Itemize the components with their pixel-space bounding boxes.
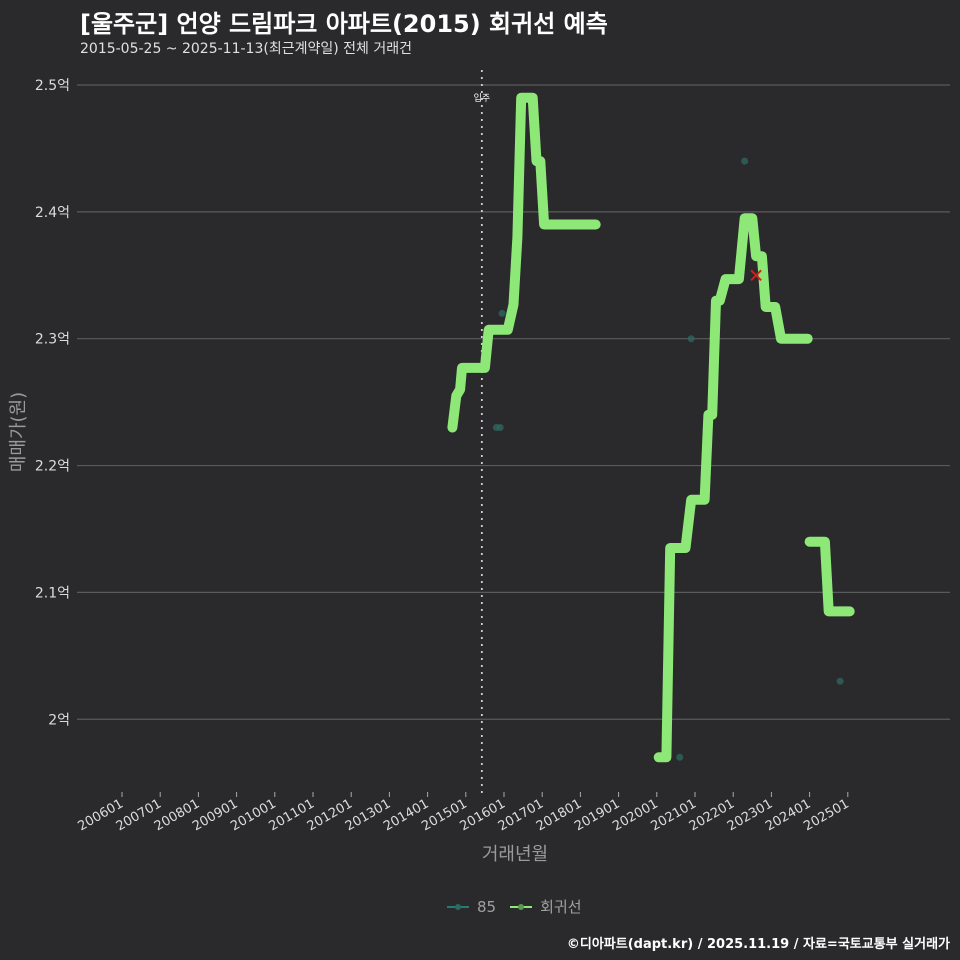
- scatter-point: [741, 157, 749, 165]
- scatter-point: [496, 423, 504, 431]
- scatter-point: [836, 677, 844, 685]
- regression-segment: [653, 213, 813, 763]
- y-tick-label: 2.2억: [35, 459, 70, 475]
- y-axis-title: 매매가(원): [8, 392, 29, 472]
- regression-segment: [804, 536, 855, 617]
- x-axis: 2006012007012008012009012010012011012012…: [76, 792, 852, 834]
- legend-key-85: [447, 900, 469, 914]
- scatter-point: [498, 309, 506, 317]
- legend: 85 회귀선: [447, 896, 588, 917]
- current-marker: [750, 269, 762, 281]
- regression-segment: [447, 92, 601, 433]
- y-tick-label: 2.5억: [35, 78, 70, 94]
- scatter-point: [687, 335, 695, 343]
- chart-subtitle: 2015-05-25 ~ 2025-11-13(최근계약일) 전체 거래건: [80, 41, 412, 57]
- legend-label-regression: 회귀선: [540, 898, 582, 916]
- y-tick-label: 2.3억: [35, 332, 70, 348]
- y-tick-label: 2억: [48, 712, 70, 728]
- source-caption: ©디아파트(dapt.kr) / 2025.11.19 / 자료=국토교통부 실…: [566, 937, 950, 952]
- move-in-line: 입주: [474, 70, 491, 797]
- legend-label-85: 85: [477, 897, 497, 916]
- gridlines: [77, 84, 950, 720]
- move-in-label: 입주: [474, 92, 491, 104]
- legend-item-regression: 회귀선: [510, 896, 582, 917]
- y-tick-label: 2.1억: [35, 585, 70, 601]
- legend-item-85: 85: [447, 898, 496, 916]
- y-axis: 2억 2.1억 2.2억 2.3억 2.4억 2.5억: [35, 78, 70, 728]
- current-price-x-icon: [750, 269, 762, 281]
- legend-key-regression: [510, 900, 533, 914]
- y-tick-label: 2.4억: [35, 205, 70, 221]
- chart-title: [울주군] 언양 드림파크 아파트(2015) 회귀선 예측: [80, 10, 608, 38]
- scatter-point: [676, 753, 684, 761]
- x-axis-title: 거래년월: [482, 844, 548, 865]
- regression-line: [447, 92, 855, 763]
